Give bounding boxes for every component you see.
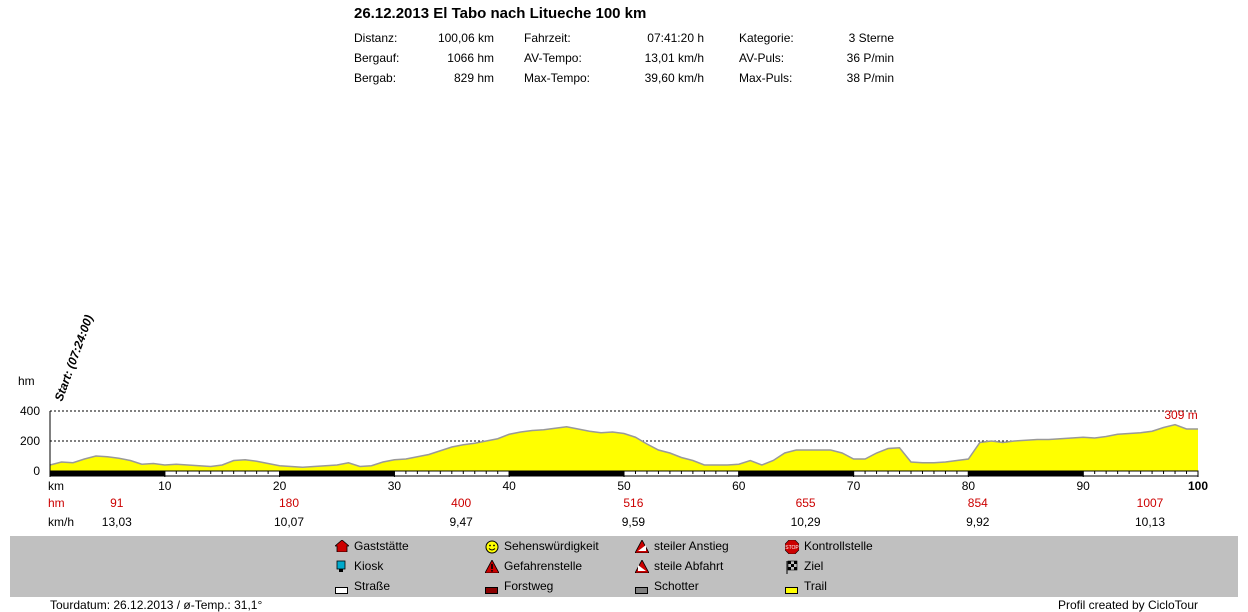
speed-value: 9,92: [966, 515, 990, 529]
y-axis-label: hm: [18, 374, 35, 388]
x-tick-label: 70: [846, 479, 861, 493]
stat-value: 07:41:20 h: [647, 31, 704, 45]
house-icon: [333, 539, 351, 555]
x-tick-label: 40: [502, 479, 516, 493]
speed-value: 13,03: [101, 515, 132, 529]
legend: Gaststätte Kiosk Straße Sehenswürdigkeit Gef…: [10, 536, 1238, 597]
surface-road-icon: [335, 584, 349, 598]
legend-label: Straße: [354, 579, 391, 593]
x-tick-label: 90: [1076, 479, 1090, 493]
stat-label: Bergauf:: [354, 51, 400, 65]
credit-footer: Profil created by CicloTour: [1057, 598, 1198, 612]
stop-icon: STOP: [784, 539, 799, 557]
x-tick-label: 80: [961, 479, 976, 493]
legend-label: Schotter: [654, 579, 699, 593]
legend-label: Gaststätte: [354, 539, 409, 553]
legend-label: Kontrollstelle: [804, 539, 873, 553]
start-label: Start: (07:24:00): [52, 313, 96, 403]
elevation-area: [50, 424, 1198, 471]
legend-label: steiler Anstieg: [654, 539, 729, 553]
distance-row-label: km: [48, 479, 64, 493]
stat-value: 13,01 km/h: [644, 51, 704, 65]
climb-row-label: hm: [48, 496, 65, 510]
climb-value: 655: [795, 496, 816, 510]
smiley-icon: [485, 540, 499, 557]
legend-label: Ziel: [804, 559, 824, 573]
stat-value: 3 Sterne: [848, 31, 894, 45]
stat-label: AV-Puls:: [739, 51, 785, 65]
stat-value: 829 hm: [453, 71, 494, 85]
surface-gravel-icon: [635, 584, 649, 598]
stat-label: Distanz:: [354, 31, 398, 45]
speed-value: 10,29: [790, 515, 821, 529]
x-tick-label: 50: [617, 479, 631, 493]
climb-value: 516: [623, 496, 644, 510]
stat-value: 36 P/min: [846, 51, 894, 65]
stat-label: Fahrzeit:: [524, 31, 571, 45]
tour-date-footer: Tourdatum: 26.12.2013 / ø-Temp.: 31,1°: [50, 598, 263, 612]
y-tick-label: 0: [33, 464, 40, 478]
stat-value: 38 P/min: [846, 71, 894, 85]
x-tick-label: 10: [158, 479, 172, 493]
legend-label: Forstweg: [504, 579, 554, 593]
y-tick-label: 400: [20, 404, 40, 418]
speed-row-label: km/h: [48, 515, 75, 529]
speed-value: 10,07: [273, 515, 305, 529]
speed-value: 10,13: [1134, 515, 1166, 529]
max-elevation-label: 309 m: [1164, 408, 1197, 422]
climb-value: 400: [451, 496, 472, 510]
steep-climb-icon: [634, 539, 650, 556]
climb-value: 854: [967, 496, 988, 510]
legend-label: steile Abfahrt: [654, 559, 724, 573]
y-tick-label: 200: [20, 434, 40, 448]
elevation-line: [49, 423, 1198, 469]
steep-descent-icon: [634, 559, 650, 576]
cup-icon: [335, 560, 347, 575]
legend-label: Sehenswürdigkeit: [504, 539, 599, 553]
speed-value: 9,59: [621, 515, 646, 529]
speed-value: 9,47: [449, 515, 473, 529]
finish-flag-icon: [785, 560, 799, 577]
stat-value: 1066 hm: [447, 51, 494, 65]
danger-icon: [484, 559, 500, 576]
x-tick-label: 60: [732, 479, 746, 493]
x-tick-label: 30: [387, 479, 402, 493]
legend-label: Trail: [804, 579, 827, 593]
climb-value: 180: [278, 496, 300, 510]
stat-label: Bergab:: [354, 71, 397, 85]
climb-value: 1007: [1136, 496, 1164, 510]
stat-value: 39,60 km/h: [644, 71, 704, 85]
stat-label: Kategorie:: [739, 31, 794, 45]
stat-label: Max-Tempo:: [524, 71, 591, 85]
stat-label: AV-Tempo:: [524, 51, 582, 65]
legend-label: Kiosk: [354, 559, 384, 573]
climb-value: 91: [110, 496, 124, 510]
surface-trail-icon: [785, 584, 799, 598]
svg-text:STOP: STOP: [785, 545, 799, 551]
x-tick-label: 20: [272, 479, 287, 493]
stat-value: 100,06 km: [437, 31, 494, 45]
x-tick-label: 100: [1187, 479, 1209, 493]
surface-forest-icon: [485, 584, 499, 598]
stat-label: Max-Puls:: [739, 71, 793, 85]
page-title: 26.12.2013 El Tabo nach Litueche 100 km: [354, 5, 647, 22]
legend-label: Gefahrenstelle: [504, 559, 583, 573]
